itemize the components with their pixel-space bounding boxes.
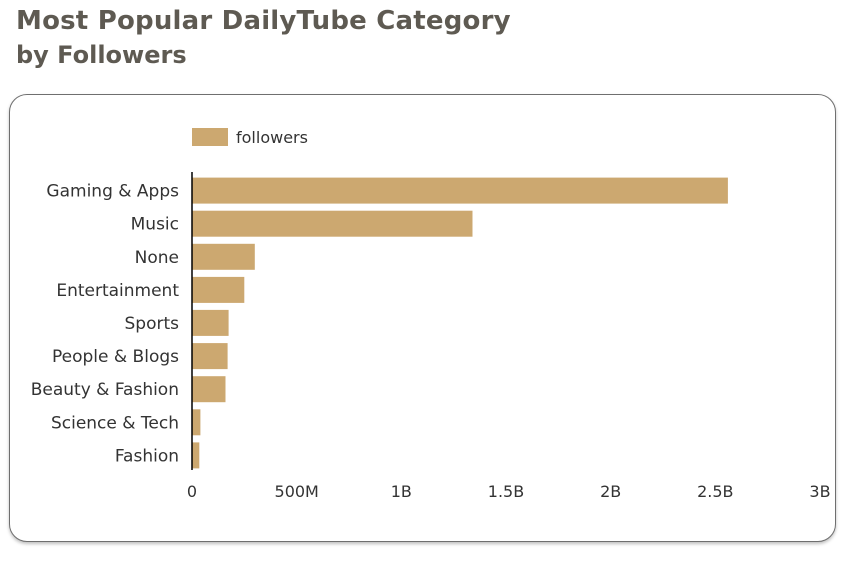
bar-gaming-apps xyxy=(192,177,728,204)
chart-card xyxy=(9,94,836,542)
chart-title: Most Popular DailyTube Category xyxy=(16,6,511,36)
bar-none xyxy=(192,243,255,270)
category-label: None xyxy=(135,248,179,268)
category-label: Beauty & Fashion xyxy=(31,380,179,400)
category-label: People & Blogs xyxy=(52,347,179,367)
category-label: Science & Tech xyxy=(51,413,179,433)
x-axis-ticks: 0 500M 1B 1.5B 2B 2.5B 3B xyxy=(187,482,831,501)
bar-sports xyxy=(192,309,229,336)
bar-fashion xyxy=(192,442,200,469)
category-label: Sports xyxy=(125,314,180,334)
x-tick-label: 1.5B xyxy=(488,482,524,501)
x-tick-label: 500M xyxy=(275,482,319,501)
bars xyxy=(192,177,728,469)
category-labels: Gaming & Apps Music None Entertainment Sport… xyxy=(31,182,180,467)
category-label: Music xyxy=(131,215,179,235)
bar-entertainment xyxy=(192,276,245,303)
legend: followers xyxy=(192,128,308,147)
bar-people-blogs xyxy=(192,343,228,370)
bar-beauty-fashion xyxy=(192,376,226,403)
category-label: Gaming & Apps xyxy=(46,182,179,202)
bar-science-tech xyxy=(192,409,201,436)
x-tick-label: 0 xyxy=(187,482,197,501)
category-label: Entertainment xyxy=(56,281,179,301)
category-label: Fashion xyxy=(115,446,179,466)
x-tick-label: 3B xyxy=(809,482,830,501)
x-tick-label: 1B xyxy=(391,482,412,501)
x-tick-label: 2B xyxy=(600,482,621,501)
chart-subtitle: by Followers xyxy=(16,41,187,69)
x-tick-label: 2.5B xyxy=(697,482,733,501)
legend-label-followers: followers xyxy=(236,128,308,147)
bar-music xyxy=(192,210,473,237)
legend-swatch-followers xyxy=(192,128,228,146)
